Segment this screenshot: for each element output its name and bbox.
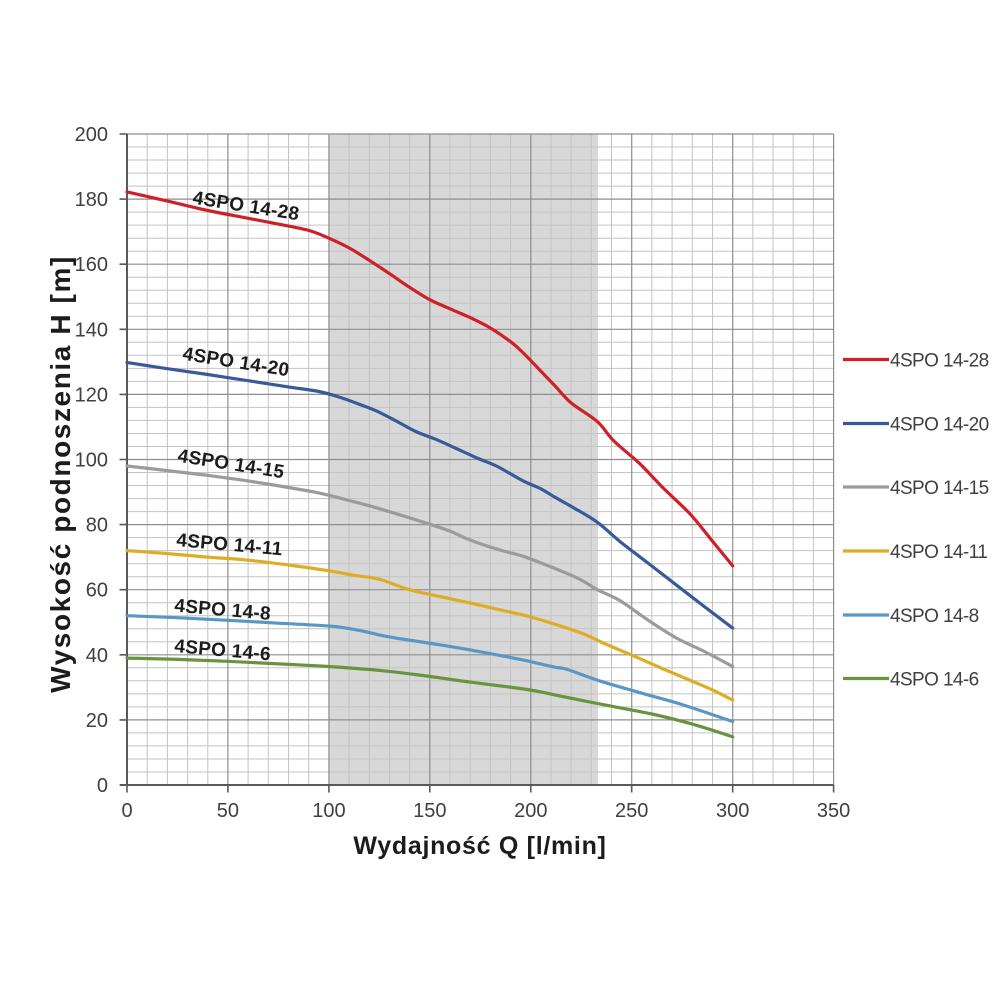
svg-text:50: 50: [217, 800, 239, 822]
svg-text:Wydajność Q [l/min]: Wydajność Q [l/min]: [353, 832, 606, 860]
svg-text:20: 20: [86, 710, 108, 732]
svg-text:4SPO 14-8: 4SPO 14-8: [890, 606, 979, 627]
svg-text:4SPO 14-11: 4SPO 14-11: [890, 542, 987, 563]
svg-text:100: 100: [75, 450, 108, 472]
svg-text:4SPO 14-20: 4SPO 14-20: [890, 415, 989, 436]
svg-text:40: 40: [86, 645, 108, 667]
svg-text:150: 150: [413, 800, 446, 822]
svg-text:140: 140: [75, 319, 108, 341]
svg-text:100: 100: [312, 800, 345, 822]
svg-text:200: 200: [75, 124, 108, 146]
svg-text:350: 350: [817, 800, 850, 822]
svg-text:300: 300: [716, 800, 749, 822]
svg-text:180: 180: [75, 189, 108, 211]
svg-text:0: 0: [121, 800, 132, 822]
svg-text:4SPO 14-28: 4SPO 14-28: [890, 351, 989, 372]
svg-text:200: 200: [514, 800, 547, 822]
svg-text:0: 0: [97, 775, 108, 797]
svg-text:80: 80: [86, 515, 108, 537]
svg-text:120: 120: [75, 384, 108, 406]
svg-text:250: 250: [615, 800, 648, 822]
svg-text:4SPO 14-15: 4SPO 14-15: [890, 478, 989, 499]
svg-text:4SPO 14-6: 4SPO 14-6: [890, 670, 979, 691]
svg-text:Wysokość podnoszenia H [m]: Wysokość podnoszenia H [m]: [45, 255, 76, 693]
svg-text:60: 60: [86, 580, 108, 602]
svg-text:160: 160: [75, 254, 108, 276]
